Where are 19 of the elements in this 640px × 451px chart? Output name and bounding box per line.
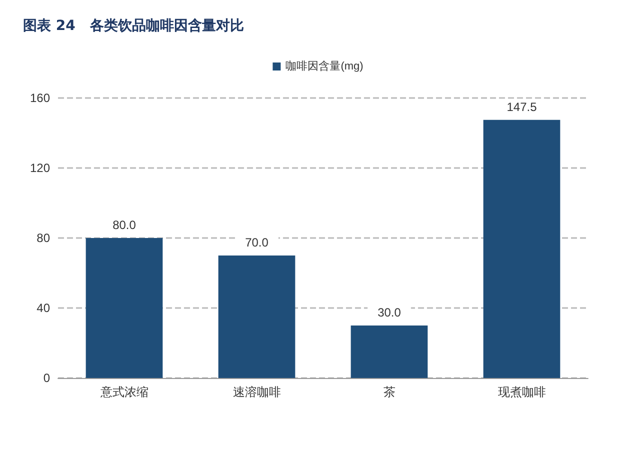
bar [483,120,560,378]
bar [350,326,428,378]
x-tick-label: 现煮咖啡 [498,385,546,399]
bar [218,256,296,378]
text: 70.0 [245,236,268,250]
x-tick-label: 意式浓缩 [99,385,148,399]
text: 147.5 [506,100,537,114]
text: 30.0 [378,306,401,320]
y-tick-label: 160 [30,91,50,105]
bar [86,238,163,378]
text: 80.0 [112,218,136,232]
y-tick-label: 80 [36,231,50,245]
x-tick-label: 速溶咖啡 [232,385,281,399]
legend-label: 咖啡因含量(mg) [286,60,364,72]
y-tick-label: 120 [30,161,50,175]
x-tick-label: 茶 [383,385,396,399]
y-tick-label: 0 [43,371,50,385]
chart-title: 图表 24 各类饮品咖啡因含量对比 [23,18,244,34]
y-tick-label: 40 [36,301,50,315]
